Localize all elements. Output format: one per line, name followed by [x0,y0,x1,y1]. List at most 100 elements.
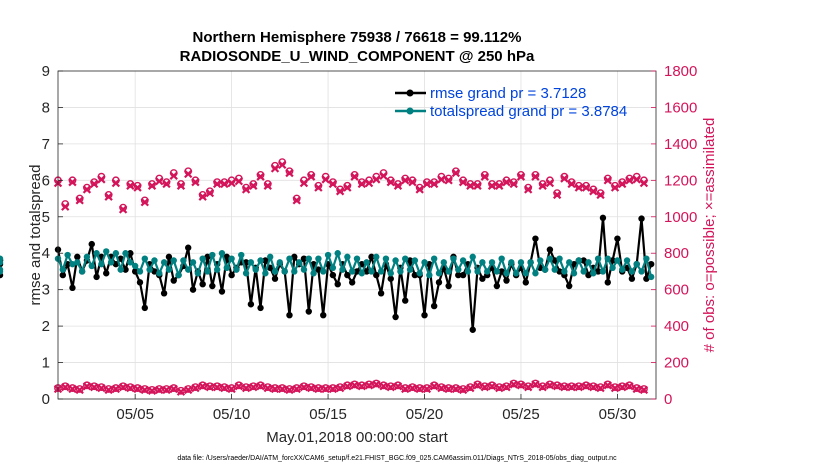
rmse-point [599,214,607,222]
obs-assimilated-marker [379,171,388,180]
obs-assimilated-marker [639,178,649,188]
totalspread-point [546,255,554,262]
obs-assimilated-marker [415,185,424,194]
obs-assimilated-marker [278,384,287,394]
obs-possible-marker [502,382,511,391]
totalspread-point [141,255,149,262]
obs-assimilated-marker [126,383,135,393]
rmse-point [127,250,134,257]
grid [58,71,656,399]
obs-assimilated-marker [466,181,475,190]
rmse-point [455,271,462,279]
obs-assimilated-marker [603,381,612,390]
obs-assimilated-marker [408,177,417,187]
totalspread-point [165,266,173,273]
y-right-tick-label: 200 [664,355,689,372]
totalspread-point [310,270,317,277]
plot-frame [57,70,657,400]
totalspread-point [633,260,640,268]
obs-possible-marker [531,379,540,388]
obs-possible-marker [177,386,185,395]
rmse-point [315,266,322,273]
obs-assimilated-marker [364,381,374,390]
rmse-point [392,313,399,321]
rmse-point [503,277,510,284]
totalspread-point [464,268,472,275]
obs-assimilated-marker [401,384,410,394]
obs-assimilated-marker [386,177,395,187]
y-left-tick-label: 0 [42,391,50,408]
footer-data-file: data file: /Users/raeder/DAI/ATM_forcXX/… [177,455,617,462]
totalspread-point [146,266,153,273]
rmse-point [459,271,467,279]
obs-assimilated-marker [552,190,562,200]
totalspread-point [382,255,390,262]
obs-assimilated-marker [473,181,482,190]
rmse-point [421,311,428,319]
x-tick-label: 05/30 [599,406,637,423]
obs-assimilated-marker [560,382,569,392]
totalspread-point [556,255,563,262]
obs-assimilated-marker [241,185,251,194]
totalspread-point [59,266,67,273]
rmse-point [59,271,67,279]
obs-possible-marker [249,382,258,391]
y-right-tick-label: 1000 [664,209,697,226]
obs-assimilated-marker [495,181,504,190]
obs-assimilated-marker [538,382,547,392]
obs-possible-marker [278,384,287,392]
obs-assimilated-marker [545,381,555,390]
obs-assimilated-marker [610,383,620,393]
rmse-point [643,275,650,282]
totalspread-point [180,257,187,264]
y-right-tick-label: 0 [664,391,672,408]
totalspread-point [156,270,163,277]
obs-assimilated-marker [140,385,149,395]
rmse-point [88,240,95,248]
plot-area [58,71,656,399]
rmse-point [151,268,158,275]
x-tick-label: 05/15 [309,406,347,423]
obs-possible-marker [148,385,156,394]
rmse-point [305,308,312,315]
obs-assimilated-marker [618,179,627,189]
totalspread-point [479,259,486,266]
totalspread-point [604,255,611,262]
obs-assimilated-marker [618,382,627,392]
obs-assimilated-marker [567,382,576,392]
totalspread-point [281,268,288,275]
obs-assimilated-marker [263,181,272,190]
obs-possible-marker [104,385,113,393]
totalspread-point [450,255,457,262]
totalspread-point [402,255,409,262]
obs-assimilated-marker [184,385,193,395]
obs-assimilated-marker [162,179,171,189]
obs-assimilated-marker [473,381,482,390]
obs-assimilated-marker [364,178,374,188]
obs-assimilated-marker [567,179,576,189]
totalspread-point [435,270,443,277]
y-right-tick-label: 1200 [664,172,697,189]
totalspread-point [614,257,621,264]
chart-subtitle: RADIOSONDE_U_WIND_COMPONENT @ 250 hPa [180,48,535,65]
obs-assimilated-marker [104,192,113,201]
obs-layer [53,158,649,396]
obs-assimilated-marker [147,181,157,190]
totalspread-point [151,257,158,264]
obs-assimilated-marker [169,171,178,180]
obs-possible-marker [350,380,359,389]
totalspread-point [315,255,322,262]
obs-assimilated-marker [531,380,540,389]
obs-assimilated-marker [299,382,309,392]
totalspread-point [127,259,134,266]
obs-possible-marker [285,385,294,393]
obs-assimilated-marker [415,384,424,394]
obs-possible-marker [459,385,467,393]
totalspread-point [189,259,197,266]
rmse-point [363,268,370,275]
obs-possible-marker [206,382,214,391]
obs-assimilated-marker [581,382,591,391]
totalspread-point [78,268,86,275]
totalspread-point [64,251,71,259]
obs-assimilated-marker [350,172,359,181]
